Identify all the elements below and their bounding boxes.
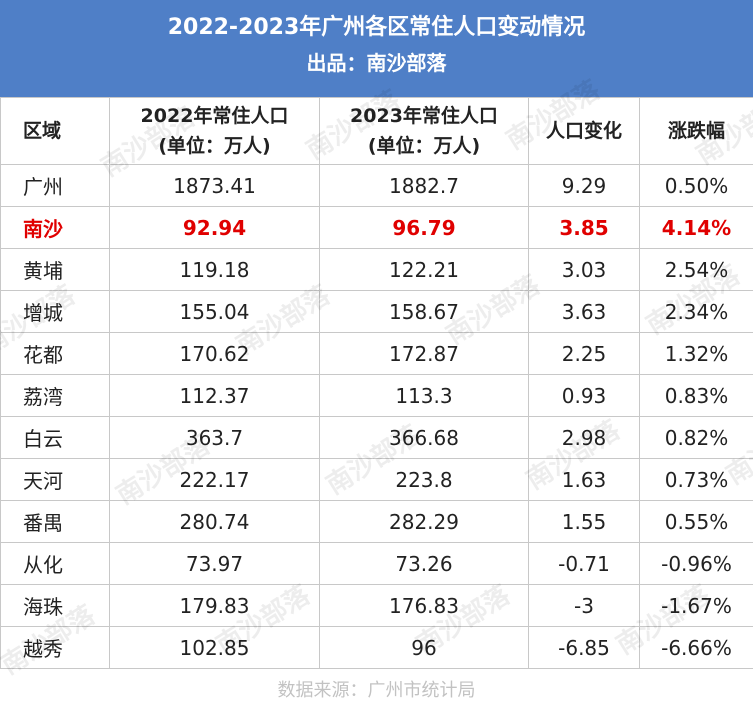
column-header-2023: 2023年常住人口 (单位：万人)	[319, 97, 529, 165]
pop-2022-cell: 119.18	[109, 248, 320, 291]
column-header-change: 人口变化	[528, 97, 640, 165]
region-cell: 南沙	[0, 206, 110, 249]
region-cell: 增城	[0, 290, 110, 333]
change-cell: 2.25	[528, 332, 640, 375]
pct-cell: 2.54%	[639, 248, 753, 291]
pop-2022-cell: 363.7	[109, 416, 320, 459]
table-row: 越秀 102.85 96 -6.85 -6.66%	[0, 626, 753, 669]
change-cell: -6.85	[528, 626, 640, 669]
pop-2023-cell: 96	[319, 626, 529, 669]
table-row: 白云 363.7 366.68 2.98 0.82%	[0, 416, 753, 459]
change-cell: 3.85	[528, 206, 640, 249]
region-cell: 广州	[0, 164, 110, 207]
table-row: 黄埔 119.18 122.21 3.03 2.54%	[0, 248, 753, 291]
region-cell: 越秀	[0, 626, 110, 669]
region-cell: 白云	[0, 416, 110, 459]
region-cell: 番禺	[0, 500, 110, 543]
table-row: 花都 170.62 172.87 2.25 1.32%	[0, 332, 753, 375]
pop-2022-cell: 222.17	[109, 458, 320, 501]
pct-cell: -1.67%	[639, 584, 753, 627]
population-table: 区域 2022年常住人口 (单位：万人) 2023年常住人口 (单位：万人) 人口变…	[0, 97, 753, 669]
pop-2022-cell: 170.62	[109, 332, 320, 375]
pop-2023-cell: 172.87	[319, 332, 529, 375]
column-header-2022: 2022年常住人口 (单位：万人)	[109, 97, 320, 165]
pop-2023-cell: 96.79	[319, 206, 529, 249]
pop-2023-cell: 158.67	[319, 290, 529, 333]
pop-2023-cell: 366.68	[319, 416, 529, 459]
table-row: 南沙 92.94 96.79 3.85 4.14%	[0, 206, 753, 249]
pct-cell: 0.83%	[639, 374, 753, 417]
pct-cell: 1.32%	[639, 332, 753, 375]
pop-2023-cell: 73.26	[319, 542, 529, 585]
pop-2023-cell: 223.8	[319, 458, 529, 501]
region-cell: 花都	[0, 332, 110, 375]
region-cell: 从化	[0, 542, 110, 585]
pop-2022-cell: 1873.41	[109, 164, 320, 207]
table-row: 天河 222.17 223.8 1.63 0.73%	[0, 458, 753, 501]
table-header-row: 区域 2022年常住人口 (单位：万人) 2023年常住人口 (单位：万人) 人口变…	[0, 97, 753, 165]
change-cell: 1.63	[528, 458, 640, 501]
region-cell: 海珠	[0, 584, 110, 627]
title-banner: 2022-2023年广州各区常住人口变动情况 出品：南沙部落	[0, 0, 753, 97]
pop-2022-cell: 112.37	[109, 374, 320, 417]
pct-cell: -6.66%	[639, 626, 753, 669]
pop-2022-cell: 155.04	[109, 290, 320, 333]
page-title: 2022-2023年广州各区常住人口变动情况	[167, 15, 586, 40]
pct-cell: 2.34%	[639, 290, 753, 333]
table-row: 增城 155.04 158.67 3.63 2.34%	[0, 290, 753, 333]
pct-cell: 0.82%	[639, 416, 753, 459]
pct-cell: -0.96%	[639, 542, 753, 585]
table-row: 广州 1873.41 1882.7 9.29 0.50%	[0, 164, 753, 207]
pct-cell: 0.73%	[639, 458, 753, 501]
pop-2023-cell: 176.83	[319, 584, 529, 627]
pct-cell: 0.55%	[639, 500, 753, 543]
pct-cell: 4.14%	[639, 206, 753, 249]
region-cell: 天河	[0, 458, 110, 501]
pop-2022-cell: 92.94	[109, 206, 320, 249]
pop-2023-cell: 113.3	[319, 374, 529, 417]
page-subtitle: 出品：南沙部落	[306, 51, 447, 75]
pop-2023-cell: 282.29	[319, 500, 529, 543]
pop-2022-cell: 102.85	[109, 626, 320, 669]
region-cell: 荔湾	[0, 374, 110, 417]
change-cell: 3.03	[528, 248, 640, 291]
change-cell: 3.63	[528, 290, 640, 333]
column-header-region: 区域	[0, 97, 110, 165]
table-row: 从化 73.97 73.26 -0.71 -0.96%	[0, 542, 753, 585]
change-cell: 0.93	[528, 374, 640, 417]
pop-2022-cell: 73.97	[109, 542, 320, 585]
change-cell: 2.98	[528, 416, 640, 459]
change-cell: 9.29	[528, 164, 640, 207]
table-row: 荔湾 112.37 113.3 0.93 0.83%	[0, 374, 753, 417]
table-body: 广州 1873.41 1882.7 9.29 0.50% 南沙 92.94 96.79 3.85…	[0, 164, 753, 669]
change-cell: 1.55	[528, 500, 640, 543]
pop-2023-cell: 1882.7	[319, 164, 529, 207]
change-cell: -3	[528, 584, 640, 627]
data-source-note: 数据来源：广州市统计局	[277, 680, 476, 701]
pop-2023-cell: 122.21	[319, 248, 529, 291]
pop-2022-cell: 179.83	[109, 584, 320, 627]
pct-cell: 0.50%	[639, 164, 753, 207]
pop-2022-cell: 280.74	[109, 500, 320, 543]
column-header-pct: 涨跌幅	[639, 97, 753, 165]
table-row: 海珠 179.83 176.83 -3 -1.67%	[0, 584, 753, 627]
table-row: 番禺 280.74 282.29 1.55 0.55%	[0, 500, 753, 543]
region-cell: 黄埔	[0, 248, 110, 291]
change-cell: -0.71	[528, 542, 640, 585]
